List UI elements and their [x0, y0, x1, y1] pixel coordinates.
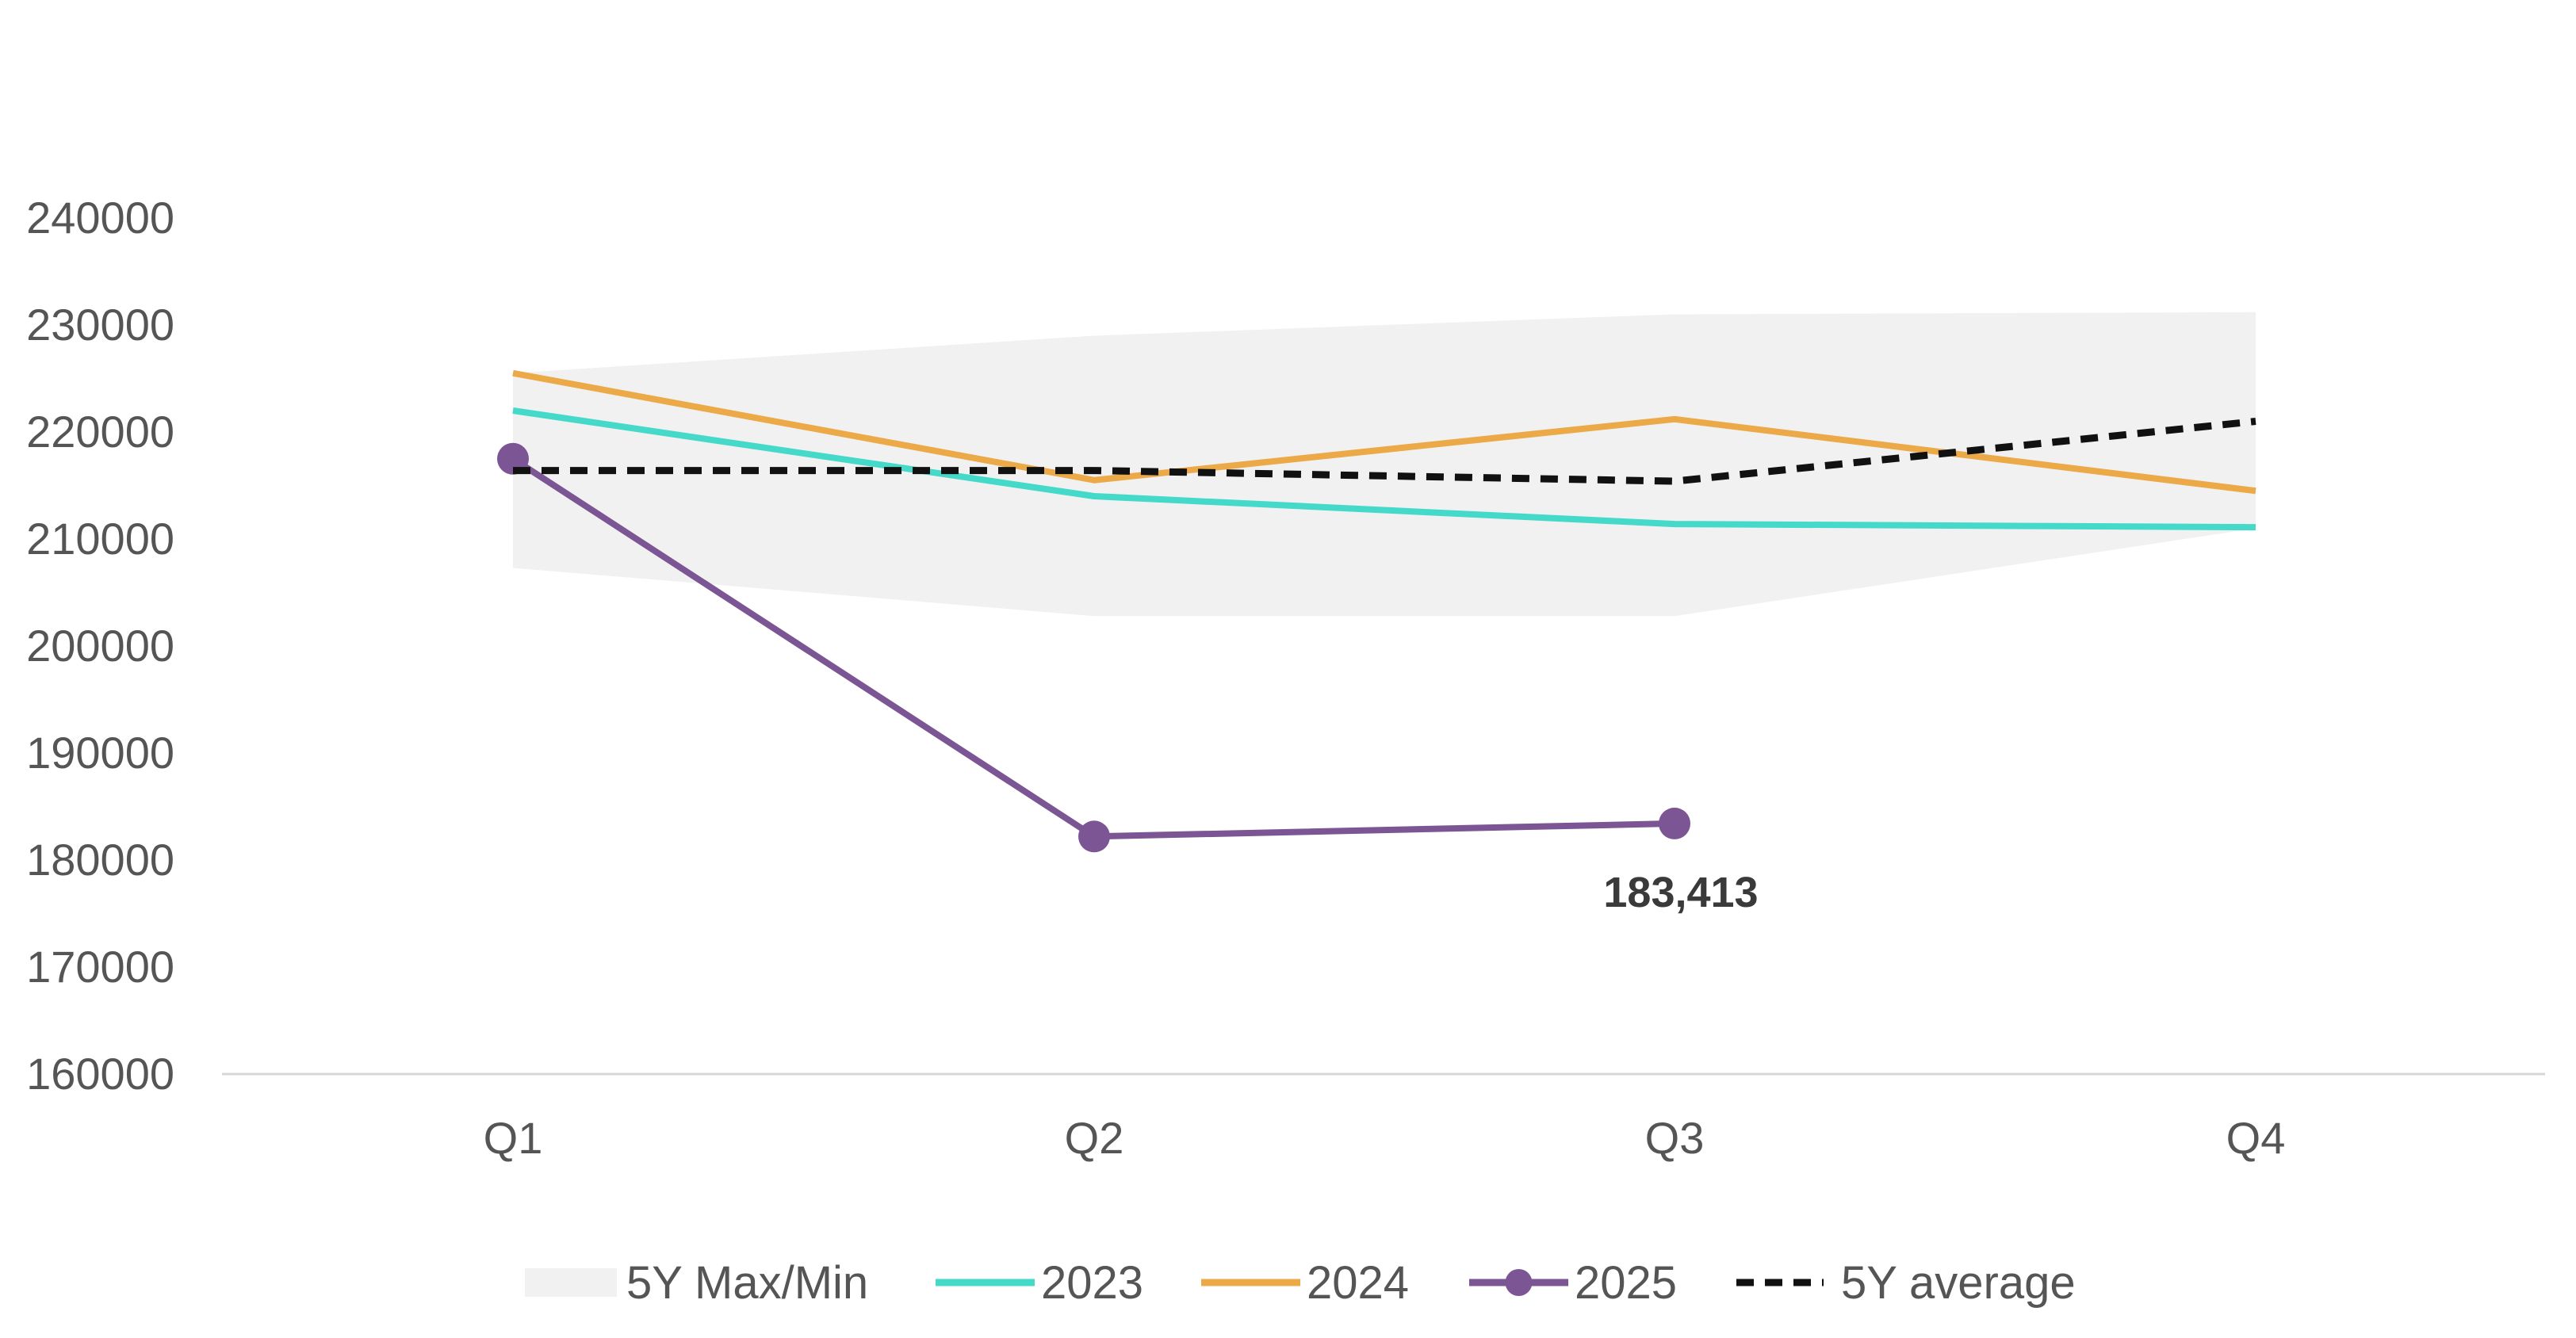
- legend-swatch-band: [525, 1268, 617, 1297]
- legend-label: 5Y Max/Min: [626, 1257, 868, 1309]
- series-line-2023: [512, 407, 2256, 531]
- series-point-2025: [497, 442, 529, 475]
- series-point-2025: [1078, 820, 1110, 853]
- x-tick-label: Q4: [2226, 1113, 2286, 1163]
- x-tick-labels: Q1 Q2 Q3 Q4: [484, 1113, 2286, 1163]
- y-tick-label: 210000: [26, 514, 174, 564]
- series-line-2024: [512, 369, 2256, 495]
- legend: 5Y Max/Min 2023 2024 2025 5Y average: [525, 1257, 2076, 1309]
- y-tick-label: 190000: [26, 728, 174, 778]
- series-line-5y-average: [513, 418, 2256, 485]
- x-tick-label: Q2: [1065, 1113, 1124, 1163]
- y-tick-label: 240000: [26, 193, 174, 243]
- x-tick-label: Q1: [484, 1113, 543, 1163]
- legend-label: 2024: [1307, 1257, 1409, 1309]
- y-tick-label: 230000: [26, 300, 174, 350]
- legend-label: 5Y average: [1841, 1257, 2076, 1309]
- data-label: 183,413: [1603, 869, 1758, 916]
- y-tick-label: 200000: [26, 621, 174, 671]
- series-point-2025: [1659, 807, 1690, 839]
- y-tick-labels: 160000 170000 180000 190000 200000 210000 2200…: [26, 193, 174, 1099]
- max-min-band: [513, 312, 2256, 617]
- band-layer: [513, 312, 2256, 617]
- y-tick-label: 170000: [26, 942, 174, 992]
- series-layer: [497, 369, 2256, 853]
- annotation-layer: 183,413: [1603, 869, 1758, 916]
- legend-label: 2025: [1575, 1257, 1677, 1309]
- legend-marker: [1505, 1269, 1533, 1296]
- legend-label: 2023: [1041, 1257, 1143, 1309]
- x-tick-label: Q3: [1645, 1113, 1705, 1163]
- y-tick-label: 180000: [26, 835, 174, 885]
- y-tick-label: 160000: [26, 1049, 174, 1099]
- y-tick-label: 220000: [26, 407, 174, 457]
